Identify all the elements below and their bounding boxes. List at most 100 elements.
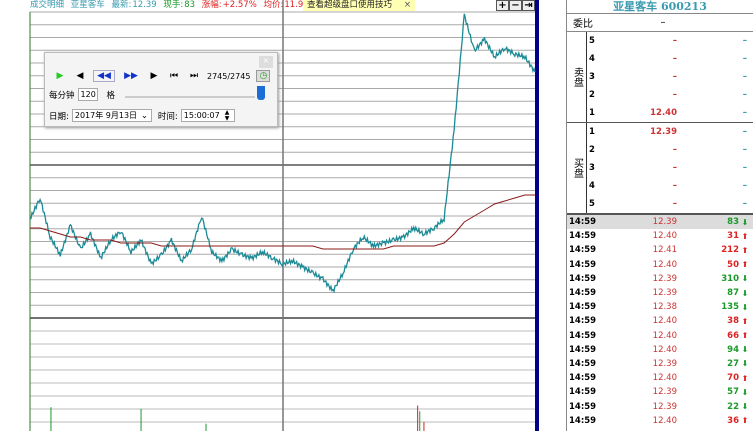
tick-price: 12.39: [652, 288, 677, 299]
tick-row[interactable]: 14:59 12.40 50 ⬆: [567, 258, 753, 272]
level-number: 1: [589, 127, 595, 137]
skip-start-icon[interactable]: ⏮: [169, 71, 179, 81]
tick-row[interactable]: 14:59 12.40 38 ⬆: [567, 314, 753, 328]
tick-price: 12.40: [652, 231, 677, 242]
tick-volume: 83: [727, 217, 739, 228]
sell-level-row[interactable]: 3 – –: [587, 68, 753, 86]
time-label: 时间:: [157, 111, 178, 122]
buy-book: 买盘 1 12.39 – 2 – – 3 – – 4 – – 5 – –: [567, 123, 753, 214]
arrow-up-icon: ⬆: [741, 260, 749, 270]
arrow-down-icon: ⬇: [741, 387, 749, 397]
close-tips-icon[interactable]: ×: [403, 0, 411, 10]
tick-time: 14:59: [569, 316, 597, 327]
price-line: [29, 13, 536, 294]
sell-level-row[interactable]: 5 – –: [587, 32, 753, 50]
tick-price: 12.40: [652, 330, 677, 341]
arrow-down-icon: ⬇: [741, 302, 749, 312]
level-number: 2: [589, 90, 595, 100]
tick-price: 12.40: [652, 344, 677, 355]
tick-price: 12.40: [652, 259, 677, 270]
close-icon[interactable]: ×: [259, 56, 273, 68]
arrow-up-icon: ⬆: [741, 231, 749, 241]
buy-level-row[interactable]: 1 12.39 –: [587, 123, 753, 141]
tick-volume: 66: [727, 330, 739, 341]
tick-row[interactable]: 14:59 12.39 57 ⬇: [567, 385, 753, 399]
jump-end-button[interactable]: ⇥: [522, 0, 535, 11]
tick-row[interactable]: 14:59 12.39 87 ⬇: [567, 286, 753, 300]
tick-volume: 50: [727, 259, 739, 270]
sell-level-row[interactable]: 1 12.40 –: [587, 104, 753, 122]
step-forward-icon[interactable]: ▶: [150, 71, 158, 81]
tick-volume: 31: [727, 231, 739, 242]
tick-price: 12.40: [652, 415, 677, 426]
date-label: 日期:: [49, 111, 69, 122]
avg-value: 11.98: [284, 0, 309, 10]
weibi-label: 委比: [573, 19, 593, 30]
level-number: 2: [589, 145, 595, 155]
tick-row[interactable]: 14:59 12.40 94 ⬇: [567, 343, 753, 357]
change-label: 涨幅:: [201, 0, 222, 10]
sell-book: 卖盘 5 – – 4 – – 3 – – 2 – – 1 12.40 –: [567, 32, 753, 123]
buy-level-row[interactable]: 5 – –: [587, 195, 753, 213]
tick-volume: 310: [721, 273, 739, 284]
level-volume: –: [742, 90, 747, 100]
tick-row[interactable]: 14:59 12.40 70 ⬆: [567, 371, 753, 385]
tick-row[interactable]: 14:59 12.39 27 ⬇: [567, 357, 753, 371]
chevron-down-icon[interactable]: ⌄: [140, 110, 148, 121]
speed-slider[interactable]: [125, 96, 255, 98]
level-volume: –: [742, 163, 747, 173]
tips-text[interactable]: 查看超级盘口使用技巧: [307, 0, 393, 10]
tick-row[interactable]: 14:59 12.38 135 ⬇: [567, 300, 753, 314]
tick-row[interactable]: 14:59 12.39 22 ⬇: [567, 399, 753, 413]
tick-row[interactable]: 14:59 12.40 66 ⬆: [567, 329, 753, 343]
tick-time: 14:59: [569, 231, 597, 242]
sell-level-row[interactable]: 4 – –: [587, 50, 753, 68]
per-min-input[interactable]: 120: [77, 88, 98, 101]
avg-label: 均价:: [263, 0, 284, 10]
buy-level-row[interactable]: 4 – –: [587, 177, 753, 195]
tick-volume: 212: [721, 245, 739, 256]
tick-price: 12.39: [652, 273, 677, 284]
arrow-down-icon: ⬇: [741, 288, 749, 298]
speed-slider-thumb[interactable]: [257, 86, 265, 100]
tick-row[interactable]: 14:59 12.39 310 ⬇: [567, 272, 753, 286]
trade-ticks-list[interactable]: 14:59 12.39 83 ⬇ 14:59 12.40 31 ⬆ 14:59 12.41 212 ⬆…: [567, 214, 753, 428]
tick-row[interactable]: 14:59 12.40 31 ⬆: [567, 229, 753, 243]
zoom-out-button[interactable]: −: [509, 0, 522, 11]
buy-level-row[interactable]: 2 – –: [587, 141, 753, 159]
play-icon[interactable]: ▶: [56, 71, 64, 81]
tick-price: 12.39: [652, 401, 677, 412]
skip-end-icon[interactable]: ⏭: [189, 71, 199, 81]
tips-banner[interactable]: 查看超级盘口使用技巧 ×: [303, 0, 415, 11]
tick-row[interactable]: 14:59 12.40 36 ⬆: [567, 414, 753, 428]
header-title[interactable]: 成交明细: [30, 0, 65, 10]
level-volume: –: [742, 54, 747, 64]
header-stock: 亚星客车: [70, 0, 105, 10]
level-volume: –: [742, 72, 747, 82]
tick-volume: 57: [727, 387, 739, 398]
fast-forward-icon[interactable]: ▶▶: [124, 71, 138, 81]
right-axis-bar: [535, 0, 539, 431]
time-input[interactable]: 15:00:07: [180, 109, 235, 122]
zoom-in-button[interactable]: +: [496, 0, 509, 11]
sell-label: 卖盘: [567, 32, 587, 122]
level-number: 4: [589, 54, 595, 64]
buy-level-row[interactable]: 3 – –: [587, 159, 753, 177]
step-back-icon[interactable]: ◀: [76, 71, 84, 81]
time-spinner[interactable]: ▲ ▼: [224, 108, 230, 122]
tick-time: 14:59: [569, 401, 597, 412]
tick-price: 12.39: [652, 387, 677, 398]
sell-level-row[interactable]: 2 – –: [587, 86, 753, 104]
level-price: –: [672, 181, 677, 191]
tick-row[interactable]: 14:59 12.41 212 ⬆: [567, 243, 753, 257]
tick-volume: 36: [727, 415, 739, 426]
arrow-up-icon: ⬆: [741, 331, 749, 341]
clock-icon[interactable]: ◷: [256, 70, 271, 82]
change-value: +2.57%: [222, 0, 257, 10]
tick-row[interactable]: 14:59 12.39 83 ⬇: [567, 215, 753, 230]
rewind-icon[interactable]: ◀◀: [93, 70, 115, 82]
tick-price: 12.41: [652, 245, 677, 256]
date-picker[interactable]: 2017年 9月13日: [71, 109, 152, 122]
level-volume: –: [742, 181, 747, 191]
level-number: 3: [589, 163, 595, 173]
